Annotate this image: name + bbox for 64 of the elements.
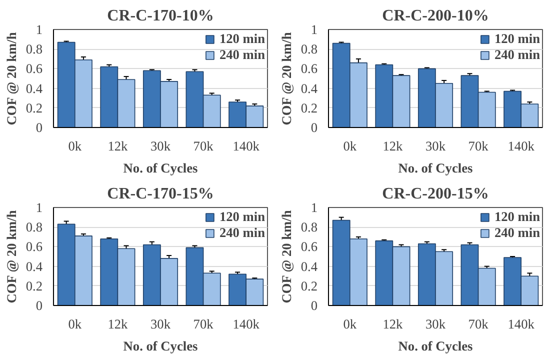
y-axis-title: COF @ 20 km/h <box>4 32 19 126</box>
legend-label: 240 min <box>494 225 540 241</box>
x-tick-label: 0k <box>343 316 357 332</box>
chart-title: CR-C-200-10% <box>382 8 489 24</box>
y-tick-label: 0.8 <box>26 220 43 235</box>
chart-title: CR-C-170-10% <box>107 8 214 24</box>
y-tick-label: 1 <box>36 200 43 215</box>
y-tick-label: 1 <box>36 22 43 37</box>
legend-label: 240 min <box>219 225 265 241</box>
y-tick-label: 0.8 <box>300 220 318 235</box>
y-tick-label: 0.6 <box>26 239 43 254</box>
chart-title: CR-C-170-15% <box>107 186 214 202</box>
x-tick-label: 70k <box>468 138 489 154</box>
legend-label: 120 min <box>219 209 265 225</box>
x-tick-label: 70k <box>468 316 489 332</box>
y-tick-label: 0 <box>36 298 43 313</box>
x-tick-label: 30k <box>150 138 171 154</box>
y-tick-label: 0.4 <box>300 258 318 274</box>
y-tick-label: 0.4 <box>300 80 318 96</box>
y-tick-label: 0.2 <box>300 100 318 116</box>
x-tick-label: 30k <box>426 138 446 154</box>
legend-label: 240 min <box>219 47 265 63</box>
x-axis-title: No. of Cycles <box>123 338 198 354</box>
x-tick-label: 12k <box>108 138 128 154</box>
x-tick-label: 30k <box>150 316 171 332</box>
y-axis-title: COF @ 20 km/h <box>278 32 294 126</box>
x-tick-label: 140k <box>508 138 535 154</box>
x-tick-label: 140k <box>508 316 535 332</box>
y-tick-label: 0.2 <box>300 278 318 294</box>
y-tick-label: 0.6 <box>300 61 318 76</box>
y-tick-label: 0 <box>310 298 318 313</box>
x-axis-title: No. of Cycles <box>398 338 473 354</box>
x-axis-title: No. of Cycles <box>398 160 473 176</box>
y-tick-label: 0.8 <box>26 42 43 57</box>
x-tick-label: 0k <box>68 138 82 154</box>
y-tick-label: 1 <box>310 22 318 37</box>
x-tick-label: 30k <box>426 316 446 332</box>
legend-label: 120 min <box>494 209 540 225</box>
y-tick-label: 0.6 <box>26 61 43 76</box>
x-tick-label: 70k <box>193 316 214 332</box>
y-tick-label: 0.4 <box>26 258 43 274</box>
y-tick-label: 0.2 <box>26 100 43 116</box>
x-tick-label: 12k <box>382 138 404 154</box>
x-tick-label: 0k <box>343 138 357 154</box>
x-axis-title: No. of Cycles <box>123 160 198 176</box>
x-tick-label: 70k <box>193 138 214 154</box>
x-tick-label: 12k <box>108 316 128 332</box>
y-tick-label: 0.2 <box>26 278 43 294</box>
x-tick-label: 12k <box>382 316 404 332</box>
x-tick-label: 140k <box>232 138 260 154</box>
legend-label: 120 min <box>219 31 265 47</box>
y-tick-label: 0.6 <box>300 239 318 254</box>
y-tick-label: 0 <box>310 120 318 135</box>
legend-label: 120 min <box>494 31 540 47</box>
y-tick-label: 0.4 <box>26 80 43 96</box>
x-tick-label: 140k <box>232 316 260 332</box>
y-tick-label: 1 <box>310 200 318 215</box>
y-axis-title: COF @ 20 km/h <box>278 210 294 304</box>
y-axis-title: COF @ 20 km/h <box>4 210 19 304</box>
y-tick-label: 0 <box>36 120 43 135</box>
chart-title: CR-C-200-15% <box>382 186 489 202</box>
legend-label: 240 min <box>494 47 540 63</box>
y-tick-label: 0.8 <box>300 42 318 57</box>
x-tick-label: 0k <box>68 316 82 332</box>
